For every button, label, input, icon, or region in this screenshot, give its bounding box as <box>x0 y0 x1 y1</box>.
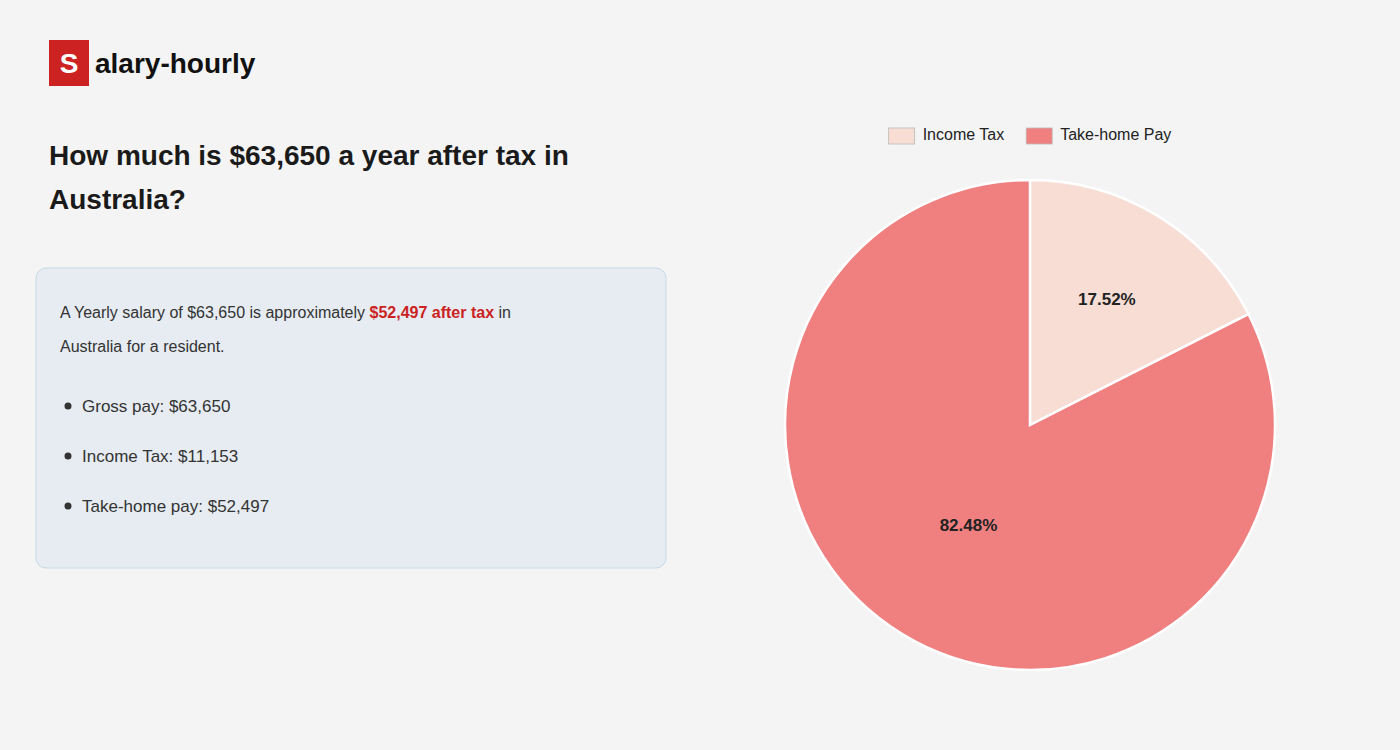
bullet-dot <box>65 453 72 460</box>
bullet-text: Take-home pay: $52,497 <box>82 497 269 516</box>
logo-text: alary-hourly <box>95 48 256 79</box>
logo: Salary-hourly <box>49 40 256 86</box>
logo-box <box>49 40 89 86</box>
body-text: Australia for a resident. <box>60 338 225 355</box>
body-text: A Yearly salary of $63,650 is approximat… <box>60 304 511 321</box>
legend-swatch <box>889 128 915 144</box>
bullet-dot <box>65 503 72 510</box>
pie-slice <box>785 180 1275 670</box>
legend-item: Income Tax <box>889 126 1005 144</box>
background <box>0 0 1400 750</box>
legend: Income Tax Take-home Pay <box>889 126 1172 144</box>
legend-item: Take-home Pay <box>1026 126 1171 144</box>
body-segment: Australia for a resident. <box>60 338 225 355</box>
chart-root: Salary-hourly How much is $63,650 a year … <box>0 0 1400 750</box>
bullet-text: Gross pay: $63,650 <box>82 397 230 416</box>
legend-swatch <box>1026 128 1052 144</box>
logo-letter: S <box>60 48 79 79</box>
info-box <box>36 268 666 568</box>
legend-label: Income Tax <box>923 126 1005 143</box>
bullet-dot <box>65 403 72 410</box>
body-highlight: $52,497 after tax <box>370 304 495 321</box>
body-segment: in <box>494 304 511 321</box>
data-label: 17.52% <box>1078 290 1136 309</box>
data-label: 82.48% <box>940 516 998 535</box>
bullet-text: Income Tax: $11,153 <box>82 447 238 466</box>
body-segment: A Yearly salary of $63,650 is approximat… <box>60 304 370 321</box>
legend-label: Take-home Pay <box>1060 126 1171 143</box>
pie <box>785 180 1275 670</box>
title: Australia? <box>49 184 186 215</box>
title: How much is $63,650 a year after tax in <box>49 140 569 171</box>
